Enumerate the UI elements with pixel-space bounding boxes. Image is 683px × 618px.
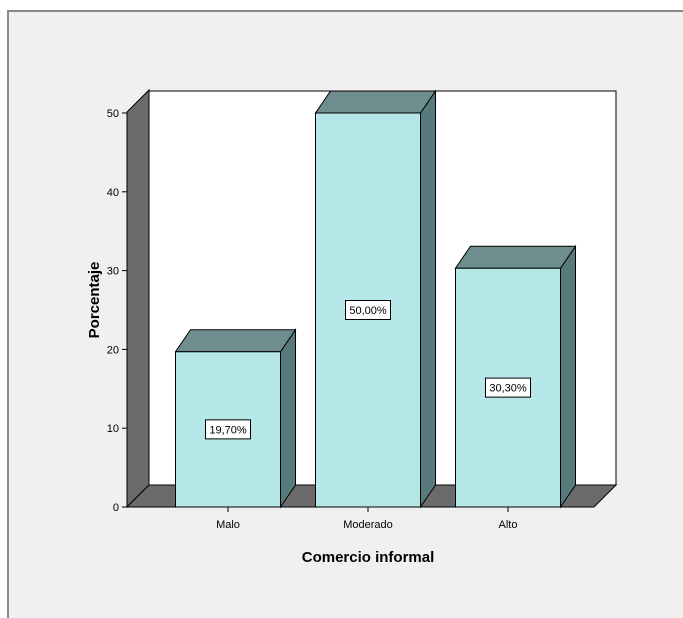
x-tick-label: Malo <box>216 519 240 531</box>
bar-top <box>454 245 577 269</box>
y-tick-label: 40 <box>107 187 119 199</box>
bar-moderado: 50,00% <box>314 89 437 509</box>
x-tick-label: Alto <box>499 519 518 531</box>
y-tick-label: 20 <box>107 344 119 356</box>
data-label: 50,00% <box>349 305 387 317</box>
bar-alto: 30,30% <box>454 244 577 509</box>
bar-malo: 19,70% <box>174 328 297 509</box>
data-label-box <box>485 377 531 398</box>
y-tick-label: 10 <box>107 423 119 435</box>
x-axis-title: Comercio informal <box>302 549 435 566</box>
y-axis: 0 10 20 30 40 50 <box>107 108 128 514</box>
data-label-box <box>205 419 251 440</box>
data-label-box <box>345 300 391 320</box>
bar-side <box>560 244 576 509</box>
data-label: 19,70% <box>209 424 247 436</box>
bar-side <box>420 89 436 509</box>
y-tick-label: 50 <box>107 108 119 120</box>
x-tick-label: Moderado <box>343 519 393 531</box>
x-axis: Malo Moderado Alto <box>216 507 517 531</box>
bar-top <box>314 90 437 114</box>
left-wall <box>126 88 150 509</box>
y-tick-label: 30 <box>107 266 119 278</box>
y-tick-label: 0 <box>113 502 119 514</box>
data-label: 30,30% <box>489 383 527 395</box>
bar-top <box>174 329 297 353</box>
y-axis-title: Porcentaje <box>86 262 103 339</box>
bars-group: 19,70% 50,00% 30,30% <box>174 89 577 509</box>
bar-side <box>280 328 296 509</box>
